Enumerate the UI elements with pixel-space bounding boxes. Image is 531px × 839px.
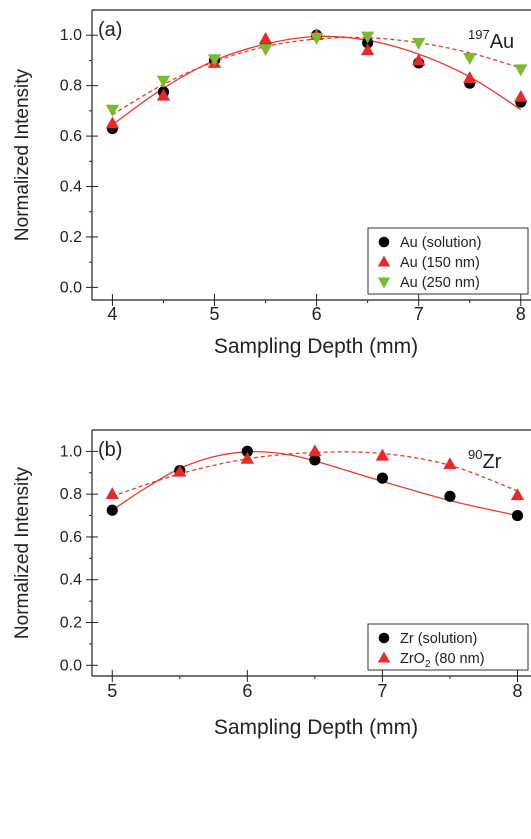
data-point-s1 [258, 32, 273, 44]
y-tick-label: 1.0 [60, 27, 82, 44]
y-tick-label: 0.0 [60, 657, 82, 674]
data-point-s1 [240, 451, 254, 464]
data-point-s0 [309, 454, 321, 466]
legend-entry-name: ZrO [400, 651, 425, 667]
legend-box [367, 623, 529, 671]
legend-entry-subscript: 2 [425, 659, 431, 670]
chart-panel-a: 0.0 0.2 0.4 0.6 0.8 1.0 4 5 6 7 8 Sampling Depth (m… [12, 9, 531, 358]
x-tick-label: 8 [512, 681, 522, 701]
data-point-s2 [258, 44, 273, 57]
chart-panel-b: 0.0 0.2 0.4 0.6 0.8 1.0 5 6 7 8 Sampling Depth (mm… [12, 429, 531, 739]
x-tick-label: 5 [107, 681, 117, 701]
data-point-s1 [173, 464, 187, 477]
legend-marker [377, 277, 391, 289]
data-point-s1 [156, 88, 171, 101]
data-point-s2 [156, 75, 171, 88]
data-point-s1 [308, 444, 322, 457]
y-tick-label: 0.6 [60, 529, 82, 546]
y-tick-label: 0.4 [60, 572, 82, 589]
data-point-s0 [376, 472, 389, 484]
data-point-s1 [375, 448, 390, 461]
data-point-s1 [443, 457, 457, 470]
legend-marker [378, 632, 390, 644]
data-point-s1 [105, 116, 120, 129]
element-isotope: 90 [468, 447, 482, 462]
x-axis-label: Sampling Depth (mm) [214, 716, 418, 739]
fit-curve-0 [112, 35, 522, 126]
x-tick-label: 7 [377, 681, 387, 701]
x-tick-label: 7 [414, 304, 424, 324]
element-label: 197Au [468, 27, 514, 53]
data-point-s2 [207, 54, 222, 67]
x-tick-label: 6 [312, 304, 322, 324]
data-point-s2 [309, 32, 324, 45]
x-tick-label: 8 [516, 304, 526, 324]
panel-label: (a) [98, 19, 122, 41]
data-point-s2 [412, 37, 426, 50]
fit-curve-0 [111, 450, 518, 517]
x-axis-label: Sampling Depth (mm) [214, 335, 418, 358]
legend-entry-name: Au (250 nm) [400, 275, 480, 291]
data-point-s0 [444, 490, 456, 502]
legend-entry-suffix: (80 nm) [431, 651, 485, 667]
y-tick-label: 0.8 [60, 78, 82, 95]
legend-entry-name: Au (solution) [400, 235, 481, 251]
data-point-s1 [361, 43, 375, 56]
y-tick-label: 0.2 [60, 615, 82, 632]
legend-marker [377, 255, 391, 267]
legend-entry-name: Au (150 nm) [400, 255, 480, 271]
element-symbol: Zr [482, 451, 501, 473]
data-point-s0 [511, 509, 524, 522]
data-point-s0 [106, 504, 118, 516]
data-point-s1 [510, 488, 525, 501]
legend-entry: Zr (solution) [400, 631, 477, 647]
legend-entry: ZrO2 (80 nm) [400, 651, 485, 670]
y-axis-label: Normalized Intensity [12, 68, 33, 241]
x-tick-label: 5 [210, 304, 220, 324]
y-tick-label: 1.0 [60, 443, 82, 460]
data-point-s1 [514, 90, 528, 102]
element-label: 90Zr [468, 447, 502, 473]
element-symbol: Au [490, 31, 514, 53]
data-point-s1 [412, 53, 426, 66]
y-tick-label: 0.4 [60, 179, 82, 196]
legend-entry-name: Zr (solution) [400, 631, 477, 647]
y-tick-label: 0.8 [60, 486, 82, 503]
y-axis-label: Normalized Intensity [12, 466, 33, 639]
y-tick-label: 0.0 [60, 279, 82, 296]
data-point-s2 [361, 31, 375, 44]
y-tick-label: 0.2 [60, 229, 82, 246]
data-point-s1 [105, 487, 119, 500]
element-isotope: 197 [468, 27, 490, 42]
legend-entry: Au (150 nm) [400, 255, 480, 271]
fit-curve-2 [112, 36, 521, 116]
legend-entry: Au (250 nm) [400, 275, 480, 291]
data-point-s2 [514, 64, 528, 77]
legend-marker [377, 651, 391, 663]
legend-box [367, 227, 529, 295]
legend-marker [378, 236, 390, 248]
data-point-s1 [463, 71, 477, 83]
x-tick-label: 4 [107, 304, 117, 324]
legend-entry: Au (solution) [400, 235, 481, 251]
y-tick-label: 0.6 [60, 128, 82, 145]
data-point-s0 [241, 445, 253, 457]
data-point-s2 [463, 53, 477, 65]
x-tick-label: 6 [242, 681, 252, 701]
panel-label: (b) [98, 439, 122, 461]
data-point-s2 [105, 104, 120, 117]
